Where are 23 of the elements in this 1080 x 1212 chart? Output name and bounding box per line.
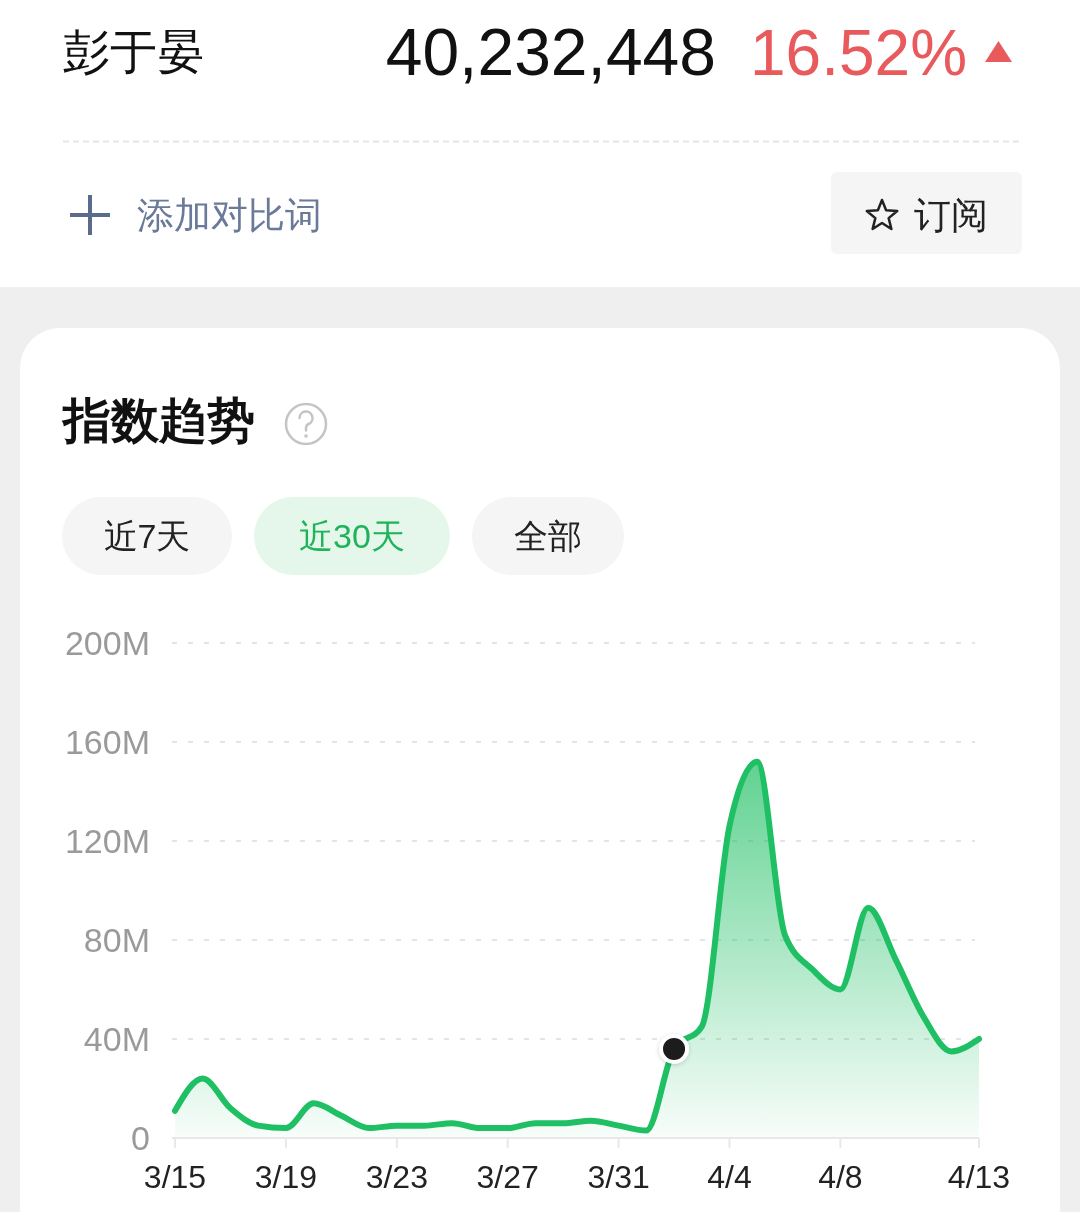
y-tick-label: 0 [131,1119,150,1157]
x-tick-label: 3/23 [365,1159,428,1195]
text: 添加对比词 [137,195,322,236]
text: 40,232,448 [385,15,716,89]
x-tick-label: 4/4 [707,1159,752,1195]
text: 全部 [514,517,582,555]
y-tick-label: 200M [64,624,150,662]
text: 订阅 [914,195,988,236]
x-tick-label: 4/8 [818,1159,863,1195]
chart-title: 指数趋势 [61,394,255,447]
text: 近7天 [103,517,191,555]
x-tick-label: 3/15 [143,1159,207,1195]
y-tick-label: 160M [64,723,150,761]
y-tick-label: 120M [64,822,150,860]
x-tick-label: 4/13 [947,1159,1011,1195]
text: 近30天 [299,517,405,555]
y-tick-label: 40M [83,1020,150,1058]
text: 16.52% [750,17,968,89]
text: 彭于晏 [63,25,204,78]
x-tick-label: 3/19 [254,1159,318,1195]
y-tick-label: 80M [83,921,150,959]
x-tick-label: 3/31 [587,1159,650,1195]
x-tick-label: 3/27 [476,1159,539,1195]
